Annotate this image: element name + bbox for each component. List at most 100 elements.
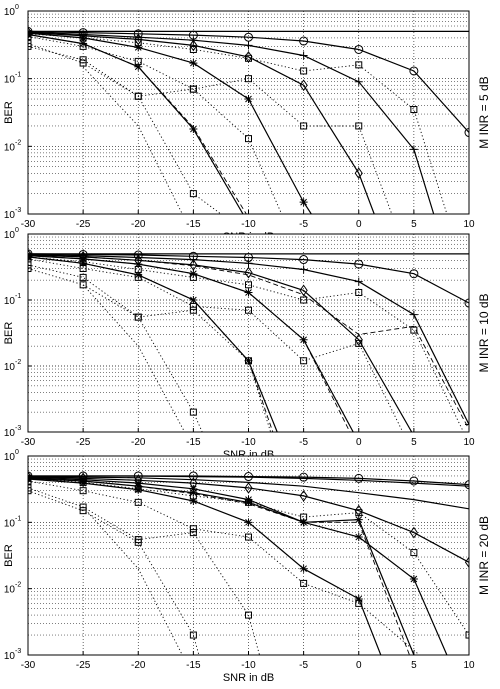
y-axis-label: BER: [3, 101, 15, 124]
star-marker: [244, 518, 253, 527]
square-marker: [134, 265, 142, 273]
star-marker: [354, 533, 363, 542]
series-line: [28, 476, 469, 563]
square-marker: [300, 122, 308, 130]
y-tick-label: 10 0: [4, 227, 19, 241]
star-marker: [299, 564, 308, 573]
x-tick-label: -25: [76, 437, 91, 448]
square-marker: [134, 538, 142, 546]
square-marker: [134, 273, 142, 281]
series-line: [28, 478, 382, 655]
x-tick-label: -30: [21, 219, 36, 230]
circle-marker: [28, 26, 33, 36]
x-tick-label: 10: [463, 437, 475, 448]
square-marker: [189, 631, 197, 639]
panel-condition-label: M INR = 5 dB: [477, 76, 491, 148]
star-marker: [79, 33, 88, 42]
circle-marker: [464, 128, 469, 138]
y-tick-base: 10: [4, 651, 16, 662]
square-marker: [300, 579, 308, 587]
circle-marker: [409, 66, 419, 76]
square-marker: [79, 487, 87, 495]
square-marker: [28, 42, 32, 50]
y-tick-base: 10: [4, 296, 16, 307]
square-marker: [300, 357, 308, 365]
circle-marker: [299, 255, 309, 265]
panel-condition-label: M INR = 20 dB: [477, 516, 491, 595]
x-tick-label: 5: [411, 437, 417, 448]
star-marker: [244, 498, 253, 507]
square-marker: [189, 190, 197, 198]
y-tick-label: 10 -1: [4, 293, 21, 307]
x-tick-label: -15: [186, 219, 201, 230]
square-marker: [79, 265, 87, 273]
diamond-marker: [409, 526, 418, 539]
x-tick-label: -15: [186, 660, 201, 671]
x-tick-label: -20: [131, 219, 146, 230]
square-marker: [79, 281, 87, 289]
x-tick-label: -15: [186, 437, 201, 448]
y-tick-base: 10: [4, 362, 16, 373]
y-tick-label: 10 -2: [4, 139, 21, 153]
y-tick-exponent: -2: [15, 582, 21, 589]
diamond-marker: [299, 79, 308, 92]
y-tick-label: 10 -3: [4, 648, 21, 662]
x-tick-label: 0: [356, 437, 362, 448]
series-line: [28, 256, 278, 432]
square-marker: [189, 306, 197, 314]
star-marker: [189, 496, 198, 505]
square-marker: [245, 611, 252, 619]
series-line: [28, 255, 351, 432]
star-marker: [354, 515, 363, 524]
diamond-marker: [244, 482, 253, 494]
star-marker: [409, 574, 418, 583]
series-group: [28, 471, 469, 655]
y-tick-exponent: -3: [15, 425, 21, 432]
x-tick-label: -30: [21, 660, 36, 671]
chart-panel: -30-25-20-15-10-5051010-310-210-1100SNR …: [3, 4, 491, 243]
series-line: [28, 264, 272, 432]
square-marker: [134, 313, 142, 321]
x-tick-label: -10: [241, 437, 256, 448]
square-marker: [245, 281, 252, 289]
y-tick-exponent: -2: [15, 359, 21, 366]
x-tick-label: 5: [411, 219, 417, 230]
y-tick-base: 10: [4, 585, 16, 596]
plus-marker: [299, 265, 308, 274]
square-marker: [189, 45, 197, 53]
star-marker: [189, 269, 198, 278]
series-line: [28, 253, 469, 304]
square-marker: [300, 67, 308, 75]
y-tick-label: 10 -2: [4, 582, 21, 596]
series-line: [28, 32, 375, 214]
square-marker: [355, 288, 363, 296]
square-marker: [79, 273, 87, 281]
star-marker: [79, 479, 88, 488]
square-marker: [79, 258, 87, 266]
diamond-marker: [299, 490, 308, 502]
square-marker: [28, 477, 32, 485]
circle-marker: [244, 32, 253, 42]
y-tick-label: 10 -1: [4, 72, 21, 86]
square-marker: [79, 503, 87, 511]
diamond-marker: [244, 266, 253, 279]
x-axis-label: SNR in dB: [223, 672, 274, 684]
circle-marker: [409, 476, 419, 486]
x-tick-label: -25: [76, 660, 91, 671]
circle-marker: [299, 472, 309, 482]
diamond-marker: [354, 167, 363, 180]
y-tick-exponent: -2: [15, 139, 21, 146]
star-marker: [244, 356, 253, 365]
diamond-marker: [464, 556, 469, 569]
square-marker: [355, 339, 363, 347]
star-marker: [134, 270, 143, 279]
square-marker: [28, 487, 32, 495]
y-tick-base: 10: [4, 210, 16, 221]
y-tick-exponent: -3: [15, 207, 21, 214]
circle-marker: [464, 298, 469, 308]
y-tick-label: 10 -2: [4, 359, 21, 373]
plus-marker: [354, 277, 363, 286]
star-marker: [79, 259, 88, 268]
square-marker: [79, 56, 87, 64]
